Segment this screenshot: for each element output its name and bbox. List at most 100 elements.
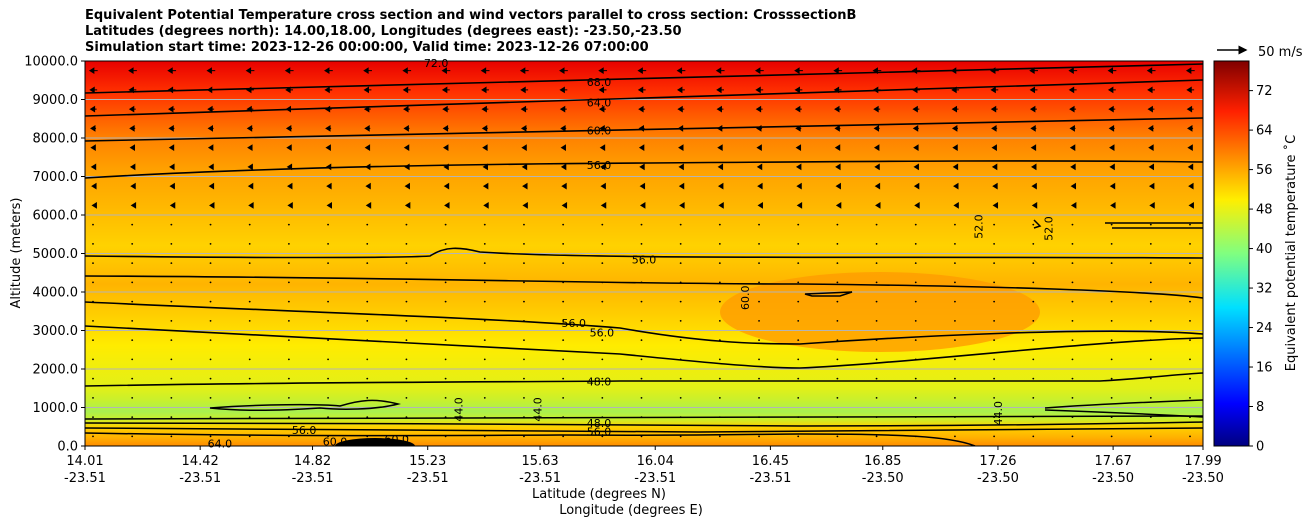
contour-label: 48.0 [587, 375, 612, 388]
colorbar-tick-label: 64 [1256, 124, 1273, 139]
wind-vector [600, 163, 606, 171]
wind-vector [1032, 242, 1035, 245]
contour-label: 56.0 [562, 317, 587, 330]
wind-vector [286, 144, 292, 152]
wind-vector [561, 182, 567, 190]
wind-vector [169, 163, 175, 171]
wind-vector [717, 182, 724, 190]
wind-vector [481, 124, 488, 132]
wind-vector [756, 144, 762, 152]
wind-vector [601, 435, 604, 438]
contour-label: 60.0 [385, 433, 410, 446]
wind-vector [209, 377, 212, 380]
wind-vector [911, 67, 921, 75]
y-tick-label: 7000.0 [33, 170, 79, 185]
wind-vector [247, 182, 254, 190]
wind-vector [1071, 242, 1074, 245]
wind-vector [441, 67, 451, 75]
contour-label: 72.0 [424, 57, 449, 70]
wind-vector [131, 377, 134, 380]
wind-vector [1110, 377, 1113, 380]
wind-vector [287, 319, 290, 322]
wind-vector [287, 201, 293, 209]
wind-vector [758, 377, 760, 380]
contour-line [85, 415, 1203, 420]
wind-vector [601, 396, 604, 399]
wind-vector [834, 105, 841, 113]
wind-vector [287, 377, 290, 380]
x-tick-label-longitude: -23.50 [862, 471, 904, 486]
wind-vector [601, 242, 604, 245]
wind-vector [246, 86, 254, 94]
wind-vector [1110, 339, 1113, 342]
wind-vector [1189, 358, 1191, 361]
wind-vector [366, 435, 369, 438]
wind-vector [1188, 201, 1194, 209]
contour-line [85, 247, 1203, 259]
wind-vector [129, 144, 136, 152]
wind-vector [914, 300, 917, 303]
wind-vector [914, 377, 917, 380]
wind-vector [601, 300, 604, 303]
x-tick-label-longitude: -23.51 [634, 471, 676, 486]
wind-vector [90, 144, 96, 152]
wind-vector [991, 124, 998, 132]
wind-vector [836, 319, 839, 322]
wind-vector [758, 435, 760, 438]
wind-vector [519, 67, 529, 75]
wind-vector [248, 281, 251, 284]
wind-vector [404, 163, 410, 171]
contour-label: 60.0 [587, 124, 612, 137]
wind-vector [836, 262, 839, 265]
wind-vector [248, 201, 254, 209]
x-tick-label-longitude: -23.51 [407, 471, 449, 486]
wind-vector [950, 67, 960, 75]
wind-vector [599, 144, 606, 152]
x-tick-label-latitude: 17.99 [1184, 454, 1221, 469]
wind-vector [366, 396, 369, 399]
wind-vector [327, 377, 329, 380]
wind-vector [796, 201, 803, 209]
wind-vector [131, 319, 134, 322]
wind-vector [444, 201, 450, 209]
wind-vector [836, 416, 839, 419]
wind-vector [170, 435, 173, 438]
colorbar-tick-label: 32 [1256, 282, 1273, 297]
wind-vector [247, 163, 253, 171]
contour-line [85, 275, 1203, 299]
wind-vector [170, 242, 173, 245]
wind-vector [914, 201, 920, 209]
wind-vector [1071, 281, 1074, 284]
wind-vector [128, 105, 136, 113]
wind-vector [405, 339, 408, 342]
wind-vector [1032, 339, 1035, 342]
wind-vector [1149, 339, 1152, 342]
wind-vector [913, 144, 919, 152]
wind-vector [834, 144, 841, 152]
wind-vector [1032, 319, 1035, 322]
wind-vector [405, 377, 408, 380]
wind-vector [442, 124, 449, 132]
wind-vector [441, 86, 450, 94]
wind-vector [520, 124, 528, 132]
wind-vector [835, 201, 842, 209]
wind-vector [758, 281, 760, 284]
wind-vector [1189, 262, 1191, 265]
wind-vector [444, 281, 447, 284]
x-tick-label-latitude: 17.67 [1095, 454, 1132, 469]
wind-vector [1068, 67, 1078, 75]
wind-vector [638, 144, 645, 152]
wind-vector [363, 105, 371, 113]
wind-vector [366, 339, 369, 342]
wind-vector [169, 201, 176, 209]
wind-vector [677, 124, 684, 132]
wind-vector [92, 242, 94, 245]
wind-vector [92, 396, 94, 399]
wind-vector [562, 358, 565, 361]
wind-vector [914, 319, 917, 322]
wind-vector [170, 377, 173, 380]
wind-vector [875, 262, 878, 265]
wind-vector [914, 262, 917, 265]
wind-vector [327, 358, 329, 361]
